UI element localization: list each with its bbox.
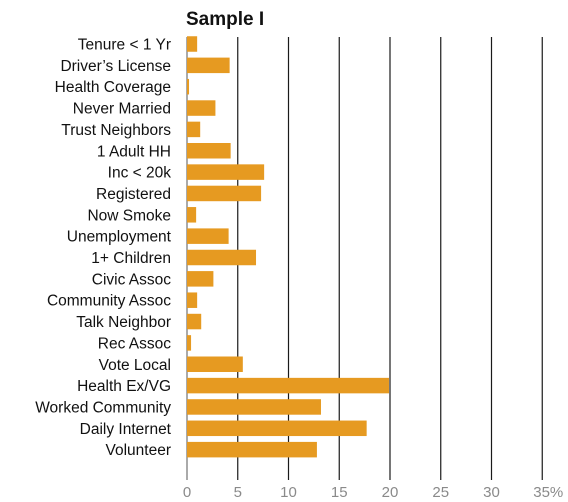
bar (187, 399, 321, 415)
bar (187, 292, 198, 308)
bar (187, 185, 262, 202)
x-tick-label: 0 (183, 484, 191, 501)
category-label: Unemployment (67, 229, 172, 246)
x-tick-label: 35% (533, 484, 563, 501)
category-label: Inc < 20k (108, 165, 172, 182)
bar (187, 249, 257, 266)
bar (187, 100, 216, 116)
category-label: Vote Local (99, 357, 171, 374)
x-axis-tick-labels: 0 5 10 15 20 25 30 35% (183, 484, 563, 501)
x-tick-label: 15 (331, 484, 348, 501)
bar (187, 441, 317, 458)
bar (187, 313, 202, 330)
chart-title: Sample I (186, 9, 264, 30)
category-labels: Tenure < 1 Yr Driver’s License Health Cove… (35, 37, 171, 460)
bar (187, 57, 230, 74)
category-label: Driver’s License (60, 58, 171, 75)
gridlines (186, 37, 543, 480)
bar (187, 271, 214, 287)
bar (187, 228, 229, 244)
bar (187, 164, 265, 180)
x-tick-label: 20 (382, 484, 399, 501)
category-label: 1+ Children (91, 250, 171, 267)
category-label: Health Coverage (55, 79, 171, 96)
category-label: Civic Assoc (92, 271, 171, 288)
x-tick-label: 30 (483, 484, 500, 501)
category-label: Volunteer (106, 442, 172, 459)
category-label: Worked Community (35, 399, 171, 416)
category-label: Trust Neighbors (61, 122, 171, 139)
category-label: Community Assoc (47, 293, 171, 310)
x-tick-label: 25 (432, 484, 449, 501)
bar (187, 78, 190, 95)
bar (187, 420, 367, 437)
category-label: Health Ex/VG (77, 378, 171, 395)
category-label: Tenure < 1 Yr (78, 37, 171, 54)
bar (187, 121, 201, 138)
x-tick-label: 10 (280, 484, 297, 501)
category-label: Never Married (73, 101, 171, 118)
category-label: Now Smoke (87, 207, 171, 224)
category-label: Registered (96, 186, 171, 203)
bar (187, 377, 389, 394)
category-label: 1 Adult HH (97, 143, 171, 160)
bar (187, 36, 198, 52)
category-label: Rec Assoc (98, 335, 171, 352)
category-label: Daily Internet (80, 421, 172, 438)
bar (187, 143, 231, 159)
x-tick-label: 5 (234, 484, 242, 501)
bar (187, 207, 197, 223)
category-label: Talk Neighbor (76, 314, 171, 331)
bar (187, 335, 192, 351)
bar (187, 356, 243, 372)
bars (187, 36, 389, 458)
